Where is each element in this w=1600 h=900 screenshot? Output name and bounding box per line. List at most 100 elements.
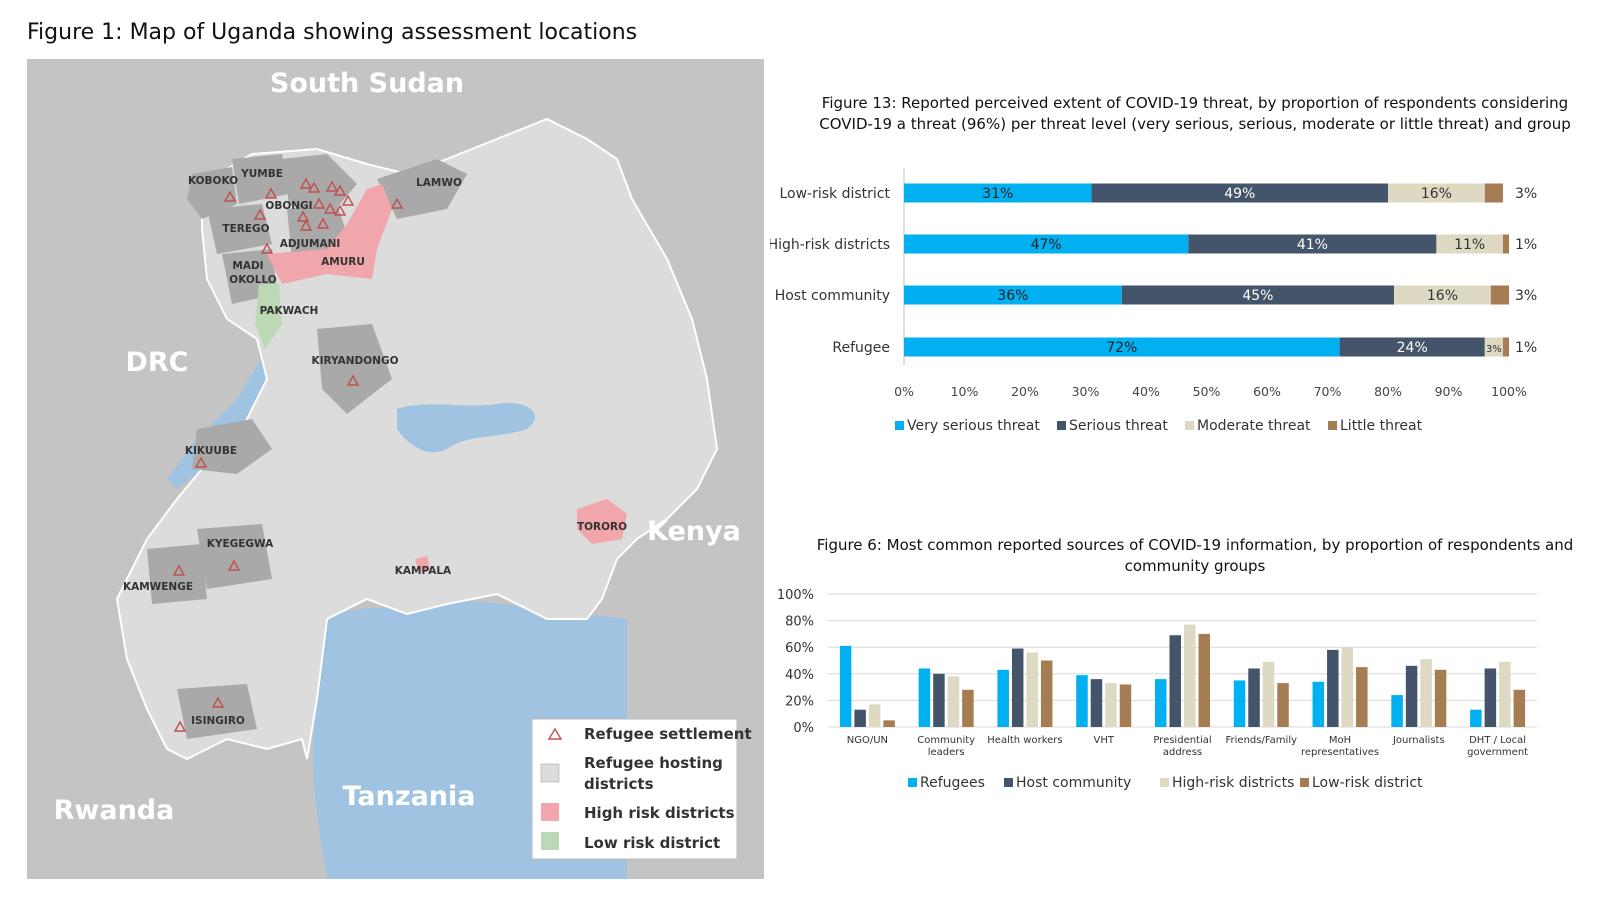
y-tick-label: 0% — [793, 721, 814, 736]
district-label-amuru: AMURU — [321, 256, 365, 268]
bar — [839, 645, 852, 727]
country-label-tanzania: Tanzania — [342, 781, 475, 812]
district-label-kikuube: KIKUUBE — [185, 445, 237, 457]
y-tick-label: 60% — [785, 641, 814, 656]
legend-hosting-label-2: districts — [584, 775, 654, 793]
x-tick-label: address — [1163, 747, 1202, 758]
x-tick-label: 70% — [1314, 384, 1342, 399]
x-tick-label: Presidential — [1153, 735, 1211, 746]
bar-segment — [1490, 285, 1509, 305]
settlement-marker — [227, 559, 241, 571]
x-tick-label: NGO/UN — [847, 735, 888, 746]
data-label: 24% — [1397, 340, 1428, 356]
settlement-marker — [323, 202, 337, 214]
legend-hosting-swatch — [540, 763, 560, 783]
x-tick-label: 90% — [1435, 384, 1463, 399]
settlement-marker — [211, 696, 225, 708]
x-tick-label: Friends/Family — [1226, 735, 1298, 746]
settlement-marker — [346, 374, 360, 386]
legend-label: Host community — [1016, 775, 1131, 791]
legend-label: Refugees — [920, 775, 985, 791]
x-tick-label: 30% — [1072, 384, 1100, 399]
district-label-terego: TEREGO — [222, 223, 269, 235]
bar — [1499, 661, 1511, 727]
district-label-kyegegwa: KYEGEGWA — [207, 538, 274, 550]
data-label: 49% — [1224, 186, 1255, 202]
settlement-marker — [390, 197, 404, 209]
bar-segment — [1394, 285, 1491, 305]
x-tick-label: 50% — [1193, 384, 1221, 399]
x-tick-label: leaders — [928, 747, 965, 758]
settlement-marker — [333, 204, 347, 216]
district-label-kiryandongo: KIRYANDONGO — [311, 355, 398, 367]
district-label-lamwo: LAMWO — [416, 177, 462, 189]
legend-swatch — [908, 778, 917, 787]
district-isingiro — [177, 684, 257, 739]
legend-swatch — [1300, 778, 1309, 787]
bar — [1262, 661, 1275, 727]
bar-segment — [1484, 183, 1503, 203]
bar — [1198, 633, 1210, 727]
district-tororo — [577, 499, 627, 544]
country-label-kenya: Kenya — [647, 516, 741, 547]
bar-segment — [1502, 234, 1509, 254]
map-legend: Refugee settlement Refugee hosting distr… — [531, 718, 752, 860]
bar — [918, 668, 931, 727]
legend-swatch — [895, 421, 904, 430]
bar — [883, 720, 895, 727]
data-label: 16% — [1427, 288, 1458, 304]
bar-segment — [904, 285, 1122, 305]
y-tick-label: 80% — [785, 615, 814, 630]
country-label-rwanda: Rwanda — [54, 795, 175, 826]
district-label-koboko: KOBOKO — [188, 175, 238, 187]
bar-segment — [1188, 234, 1437, 254]
country-label-drc: DRC — [125, 347, 188, 378]
bar-segment — [1091, 183, 1388, 203]
data-label: 16% — [1421, 186, 1452, 202]
data-label: 45% — [1242, 288, 1273, 304]
settlement-marker — [312, 197, 326, 209]
bar-segment — [904, 337, 1340, 357]
bar — [1470, 709, 1482, 727]
district-label-yumbe: YUMBE — [240, 168, 283, 180]
bar-segment — [1484, 337, 1503, 357]
bar — [1277, 683, 1289, 727]
district-kyegegwa — [197, 524, 272, 589]
x-tick-label: government — [1467, 747, 1528, 758]
settlement-marker — [296, 210, 310, 222]
legend-hosting-label-1: Refugee hosting — [584, 754, 723, 772]
x-tick-label: 60% — [1253, 384, 1281, 399]
district-koboko — [187, 167, 237, 219]
settlement-marker — [341, 194, 355, 206]
legend-label: Moderate threat — [1197, 418, 1311, 434]
legend-label: Low-risk district — [1312, 775, 1423, 791]
legend-label: Very serious threat — [907, 418, 1040, 434]
data-label: 31% — [982, 186, 1013, 202]
district-kikuube — [192, 419, 272, 474]
legend-low-risk-label: Low risk district — [584, 834, 720, 852]
bar-segment — [1436, 234, 1503, 254]
district-obongi — [282, 154, 357, 219]
district-label-okollo: OKOLLO — [229, 274, 277, 286]
settlement-marker — [253, 208, 267, 220]
figure-6-title: Figure 6: Most common reported sources o… — [795, 535, 1595, 577]
x-tick-label: 10% — [951, 384, 979, 399]
settlement-marker — [299, 219, 313, 231]
settlement-marker — [173, 720, 187, 732]
bar — [1026, 652, 1038, 727]
legend-high-risk-swatch — [541, 803, 559, 821]
bar — [1513, 689, 1526, 727]
legend-swatch — [1328, 421, 1337, 430]
district-label-madi: MADI — [232, 260, 263, 272]
x-tick-label: Community — [917, 735, 975, 746]
data-label: 36% — [997, 288, 1028, 304]
figure-6-title-line: Figure 6: Most common reported sources o… — [816, 536, 1574, 554]
bar — [1105, 683, 1117, 727]
bar — [1169, 635, 1181, 727]
category-label: Host community — [775, 288, 890, 304]
figure-13-title-line: COVID-19 a threat (96%) per threat level… — [819, 115, 1571, 133]
legend-swatch — [1185, 421, 1194, 430]
data-label: 3% — [1515, 288, 1537, 304]
figure-1-title: Figure 1: Map of Uganda showing assessme… — [27, 20, 638, 45]
data-label: 1% — [1515, 340, 1537, 356]
